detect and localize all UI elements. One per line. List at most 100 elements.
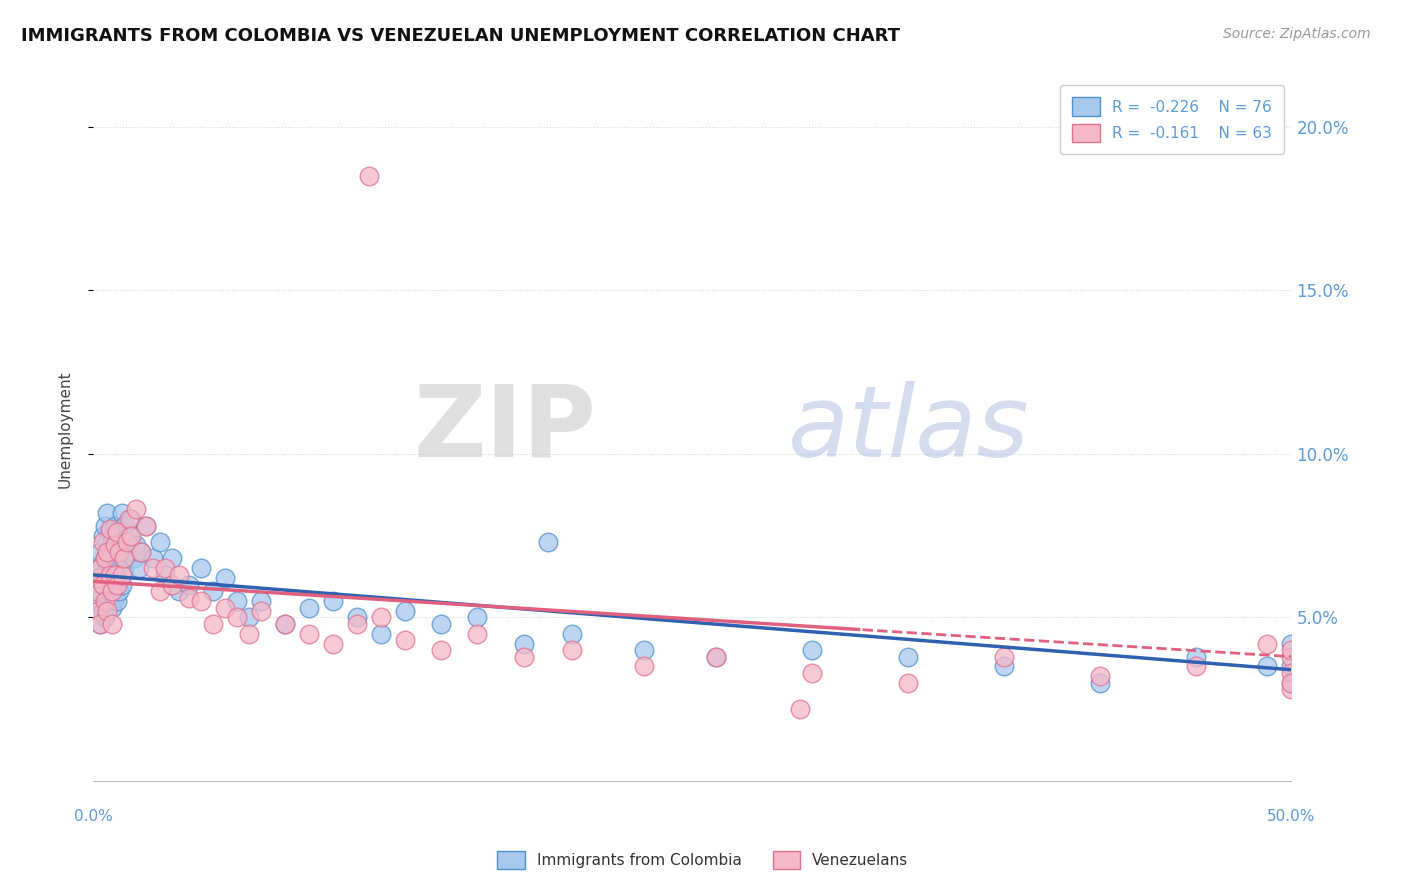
Point [190,594,212,608]
Point [298,600,321,615]
Point [103,567,125,582]
Point [89,561,111,575]
Point [1088,676,1111,690]
Point [108,538,131,552]
Point [98,551,121,566]
Point [149,535,172,549]
Point [98,567,121,582]
Point [249,594,271,608]
Point [94,551,117,566]
Text: ZIP: ZIP [413,381,596,478]
Point [89,616,111,631]
Point [370,610,392,624]
Point [465,610,488,624]
Point [789,702,811,716]
Point [201,616,224,631]
Point [225,610,247,624]
Point [1281,643,1303,657]
Point [357,169,380,183]
Point [115,545,138,559]
Point [115,535,138,549]
Point [108,545,131,559]
Text: 50.0%: 50.0% [1267,809,1316,824]
Point [1281,676,1303,690]
Point [1281,659,1303,673]
Point [897,649,920,664]
Point [89,616,111,631]
Point [1281,682,1303,697]
Point [87,594,110,608]
Point [101,535,124,549]
Legend: Immigrants from Colombia, Venezuelans: Immigrants from Colombia, Venezuelans [491,845,915,875]
Text: 0.0%: 0.0% [73,809,112,824]
Point [98,584,121,599]
Point [96,604,118,618]
Point [111,506,134,520]
Point [322,594,344,608]
Point [118,528,141,542]
Point [169,567,191,582]
Point [633,659,655,673]
Point [101,600,124,615]
Point [177,577,200,591]
Point [214,571,236,585]
Point [128,561,150,575]
Point [801,643,824,657]
Point [160,577,183,591]
Point [89,545,111,559]
Point [96,545,118,559]
Point [105,528,128,542]
Point [370,626,392,640]
Point [103,518,125,533]
Point [96,506,118,520]
Point [160,551,183,566]
Point [537,535,560,549]
Point [1281,676,1303,690]
Point [513,649,536,664]
Point [125,538,148,552]
Point [135,518,157,533]
Point [225,594,247,608]
Point [704,649,727,664]
Point [111,567,134,582]
Point [84,577,107,591]
Point [429,643,451,657]
Point [561,626,583,640]
Point [96,561,118,575]
Point [108,584,131,599]
Point [120,528,142,542]
Point [112,518,135,533]
Point [105,561,128,575]
Point [429,616,451,631]
Point [129,545,152,559]
Point [91,604,114,618]
Point [91,535,114,549]
Point [249,604,271,618]
Point [135,518,157,533]
Point [129,545,152,559]
Point [238,626,260,640]
Point [1256,659,1278,673]
Point [465,626,488,640]
Point [111,577,134,591]
Point [346,616,368,631]
Point [298,626,321,640]
Point [561,643,583,657]
Point [125,502,148,516]
Point [118,512,141,526]
Point [84,584,107,599]
Point [98,525,121,540]
Point [394,633,416,648]
Point [120,512,142,526]
Point [201,584,224,599]
Point [103,538,125,552]
Point [633,643,655,657]
Point [1184,649,1206,664]
Point [238,610,260,624]
Point [153,567,176,582]
Point [142,561,165,575]
Point [112,561,135,575]
Point [993,659,1015,673]
Point [190,561,212,575]
Point [322,636,344,650]
